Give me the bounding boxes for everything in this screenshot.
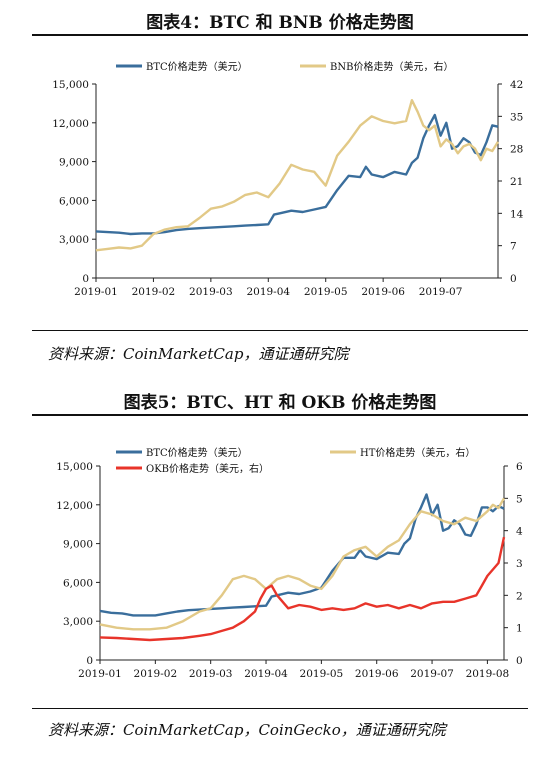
chart1-y-left-tick-label: 9,000	[59, 157, 89, 169]
chart2-series-2-line	[99, 536, 506, 642]
figure1-title: 图表4：BTC 和 BNB 价格走势图	[146, 13, 414, 33]
chart2-legend-label-0: BTC价格走势（美元）	[146, 446, 248, 459]
chart1-series-1-line	[95, 99, 500, 252]
chart2-legend-label-1: HT价格走势（美元，右）	[360, 446, 475, 459]
figure1-source: 资料来源：CoinMarketCap，通证通研究院	[48, 345, 349, 363]
chart1-x-tick-label: 2019-05	[304, 286, 348, 298]
chart2-x-tick-label: 2019-03	[189, 668, 233, 680]
chart2-y-left-tick-label: 3,000	[63, 616, 93, 628]
chart2-legend-label-2: OKB价格走势（美元，右）	[146, 462, 269, 475]
figure1-bottom-rule	[32, 330, 528, 331]
chart2-y-right-tick-label: 1	[516, 623, 523, 635]
chart2-x-tick-label: 2019-08	[466, 668, 510, 680]
chart2-y-left-tick-label: 9,000	[63, 539, 93, 551]
chart1-x-tick-label: 2019-03	[189, 286, 233, 298]
figure2-top-rule	[32, 414, 528, 416]
chart1-y-right-tick-label: 0	[510, 273, 517, 285]
chart2-y-right-tick-label: 6	[516, 461, 523, 473]
chart1-y-right-tick-label: 14	[510, 208, 524, 220]
chart2-y-right-tick-label: 0	[516, 655, 523, 667]
chart1-x-tick-label: 2019-04	[246, 286, 290, 298]
chart2: 0 3,000 6,000 9,000 12,000 15,000 0 1 2 3 4 5 6 2019-…	[56, 446, 523, 680]
chart1-x-tick-label: 2019-07	[419, 286, 463, 298]
chart2-y-left-tick-label: 0	[86, 655, 93, 667]
chart1-legend-label-0: BTC价格走势（美元）	[146, 60, 248, 73]
chart1-x-tick-label: 2019-06	[361, 286, 405, 298]
chart1-x-tick-label: 2019-01	[74, 286, 118, 298]
figure2-title: 图表5：BTC、HT 和 OKB 价格走势图	[123, 393, 437, 413]
chart2-y-right-tick-label: 5	[516, 493, 523, 505]
chart1-y-right-tick-label: 28	[510, 144, 523, 156]
chart1-y-left-tick-label: 12,000	[52, 118, 89, 130]
chart1-y-right-tick-label: 42	[510, 79, 523, 91]
chart2-y-left-tick-label: 12,000	[56, 500, 93, 512]
chart1-x-tick-label: 2019-02	[132, 286, 176, 298]
chart1-y-right-tick-label: 21	[510, 176, 523, 188]
chart2-y-left-tick-label: 6,000	[63, 577, 93, 589]
chart2-x-tick-label: 2019-07	[410, 668, 454, 680]
chart1-y-right-tick-label: 35	[510, 111, 523, 123]
figure1-top-rule	[32, 34, 528, 36]
figure2-source: 资料来源：CoinMarketCap，CoinGecko，通证通研究院	[48, 721, 446, 739]
chart2-x-tick-label: 2019-04	[244, 668, 288, 680]
chart1: 0 3,000 6,000 9,000 12,000 15,000 0 7 14 21 28 35 42…	[52, 60, 524, 298]
chart2-x-tick-label: 2019-06	[355, 668, 399, 680]
chart2-y-right-tick-label: 3	[516, 558, 523, 570]
chart1-y-left-tick-label: 3,000	[59, 234, 89, 246]
chart2-series-1-line	[99, 497, 506, 631]
chart1-legend-label-1: BNB价格走势（美元，右）	[330, 60, 453, 73]
chart2-x-tick-label: 2019-02	[134, 668, 178, 680]
chart1-y-right-tick-label: 7	[510, 241, 517, 253]
chart2-y-right-tick-label: 4	[516, 526, 523, 538]
chart1-y-left-tick-label: 15,000	[52, 79, 89, 91]
chart2-y-left-tick-label: 15,000	[56, 461, 93, 473]
chart2-series-0-line	[99, 493, 505, 617]
figure2-bottom-rule	[32, 708, 528, 709]
chart1-y-left-tick-label: 6,000	[59, 195, 89, 207]
chart2-x-tick-label: 2019-01	[78, 668, 122, 680]
chart1-y-left-tick-label: 0	[82, 273, 89, 285]
chart2-y-right-tick-label: 2	[516, 590, 523, 602]
chart2-x-tick-label: 2019-05	[300, 668, 344, 680]
